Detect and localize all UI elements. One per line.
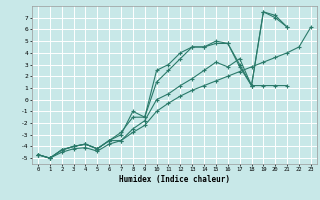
X-axis label: Humidex (Indice chaleur): Humidex (Indice chaleur) [119, 175, 230, 184]
